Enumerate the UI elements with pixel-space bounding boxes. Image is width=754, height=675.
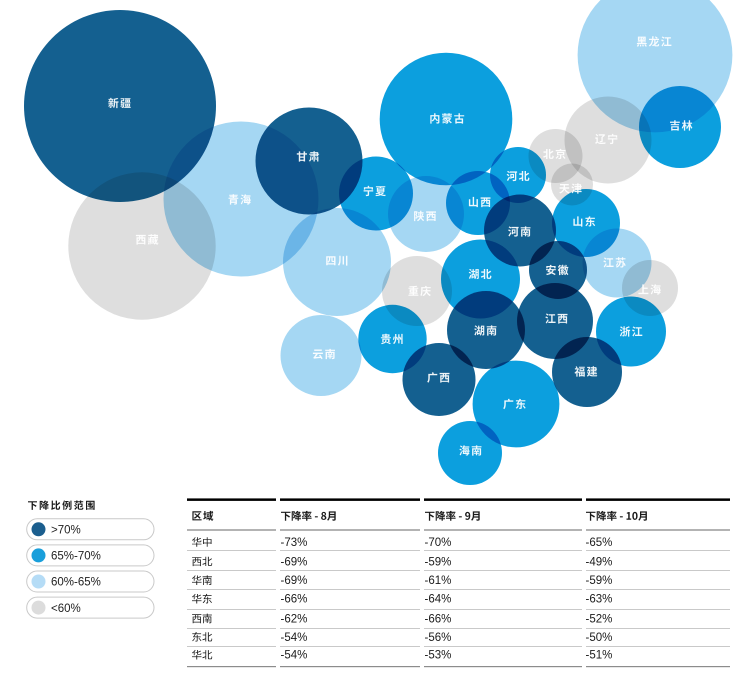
- svg-text:-69%: -69%: [281, 556, 308, 568]
- svg-text:-66%: -66%: [425, 613, 452, 625]
- svg-text:>70%: >70%: [51, 525, 81, 537]
- svg-text:-61%: -61%: [425, 575, 452, 587]
- svg-text:-53%: -53%: [425, 650, 452, 662]
- svg-text:60%-65%: 60%-65%: [51, 577, 101, 589]
- svg-text:-49%: -49%: [586, 556, 613, 568]
- svg-text:-65%: -65%: [586, 537, 613, 549]
- svg-text:-70%: -70%: [425, 537, 452, 549]
- svg-text:-54%: -54%: [281, 650, 308, 662]
- svg-text:-62%: -62%: [281, 613, 308, 625]
- svg-text:-63%: -63%: [586, 594, 613, 606]
- svg-text:65%-70%: 65%-70%: [51, 551, 101, 563]
- svg-text:-59%: -59%: [586, 575, 613, 587]
- svg-text:<60%: <60%: [51, 603, 81, 615]
- svg-text:-59%: -59%: [425, 556, 452, 568]
- svg-text:-73%: -73%: [281, 537, 308, 549]
- svg-text:-50%: -50%: [586, 632, 613, 644]
- svg-text:-56%: -56%: [425, 632, 452, 644]
- svg-text:-64%: -64%: [425, 594, 452, 606]
- svg-text:-69%: -69%: [281, 575, 308, 587]
- svg-text:-51%: -51%: [586, 650, 613, 662]
- svg-text:-54%: -54%: [281, 632, 308, 644]
- svg-text:-52%: -52%: [586, 613, 613, 625]
- svg-text:-66%: -66%: [281, 594, 308, 606]
